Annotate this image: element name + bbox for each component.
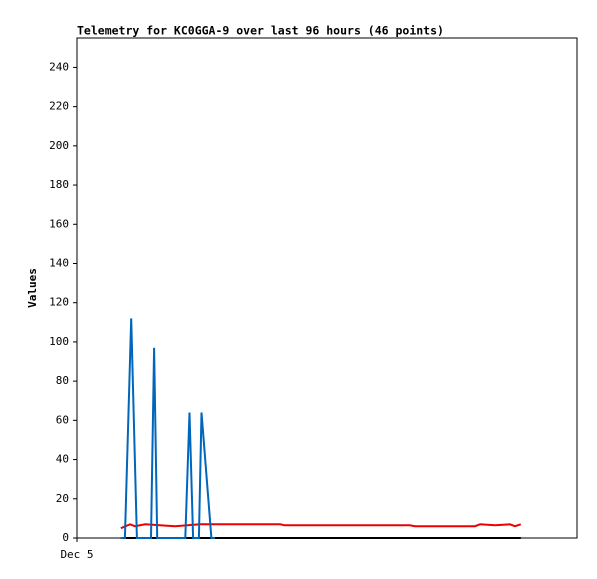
y-tick-label: 120 bbox=[49, 296, 69, 309]
y-tick-label: 240 bbox=[49, 60, 69, 73]
y-tick-label: 200 bbox=[49, 139, 69, 152]
y-tick-label: 100 bbox=[49, 335, 69, 348]
y-tick-label: 60 bbox=[56, 413, 69, 426]
y-tick-label: 20 bbox=[56, 492, 69, 505]
y-axis-label: Values bbox=[26, 268, 39, 308]
y-tick-label: 140 bbox=[49, 256, 69, 269]
series-line bbox=[120, 523, 522, 530]
y-tick-label: 220 bbox=[49, 100, 69, 113]
y-tick-label: 40 bbox=[56, 453, 69, 466]
y-tick-label: 80 bbox=[56, 374, 69, 387]
series-line bbox=[120, 318, 215, 539]
y-tick-label: 0 bbox=[62, 531, 69, 544]
y-tick-label: 160 bbox=[49, 217, 69, 230]
y-tick-label: 180 bbox=[49, 178, 69, 191]
chart-title: Telemetry for KC0GGA-9 over last 96 hour… bbox=[77, 24, 444, 38]
x-tick-label: Dec 5 bbox=[60, 548, 93, 561]
